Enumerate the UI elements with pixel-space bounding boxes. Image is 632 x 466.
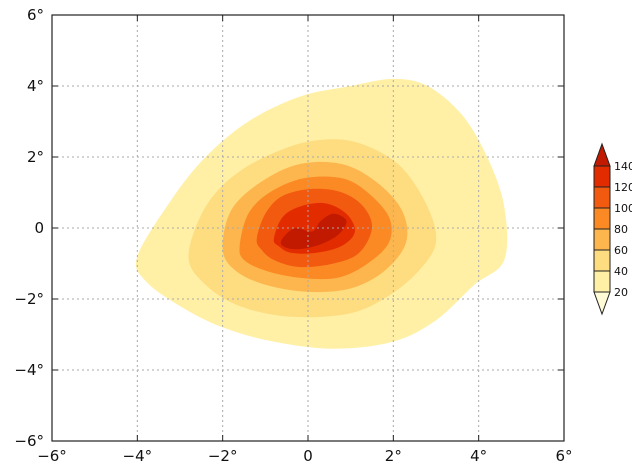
x-tick-label: 2° <box>385 447 402 465</box>
colorbar-box <box>593 228 611 251</box>
x-tick-label: −6° <box>37 447 67 465</box>
colorbar-box <box>593 165 611 188</box>
x-tick-label: −2° <box>208 447 238 465</box>
colorbar-label: 60 <box>614 244 628 257</box>
x-tick-label: 0 <box>303 447 313 465</box>
y-tick-label: 4° <box>27 77 44 95</box>
axis-ticks: −6° −4° −2° 0 2° 4° 6° −6° −4° −2° 0 2° 4° 6° <box>14 6 572 465</box>
y-tick-label: −2° <box>14 290 44 308</box>
colorbar-triangle-high <box>593 142 611 167</box>
colorbar-label: 140 <box>614 160 632 173</box>
colorbar-box <box>593 249 611 272</box>
y-tick-label: 6° <box>27 6 44 24</box>
colorbar-box <box>593 270 611 293</box>
colorbar-label: 20 <box>614 286 628 299</box>
colorbar-label: 120 <box>614 181 632 194</box>
colorbar-triangle-low <box>593 291 611 316</box>
colorbar-label: 80 <box>614 223 628 236</box>
colorbar-box <box>593 186 611 209</box>
contour-140 <box>280 213 347 250</box>
grid-lines <box>52 15 564 441</box>
x-tick-label: −4° <box>123 447 153 465</box>
contour-fills <box>135 78 508 349</box>
y-tick-label: −4° <box>14 361 44 379</box>
colorbar-label: 40 <box>614 265 628 278</box>
x-tick-label: 6° <box>555 447 572 465</box>
colorbar-box <box>593 207 611 230</box>
y-tick-label: −6° <box>14 432 44 450</box>
colorbar-label: 100 <box>614 202 632 215</box>
x-tick-label: 4° <box>470 447 487 465</box>
y-tick-label: 2° <box>27 148 44 166</box>
colorbar: 140 120 100 80 60 40 20 <box>593 142 632 316</box>
y-tick-label: 0 <box>34 219 44 237</box>
